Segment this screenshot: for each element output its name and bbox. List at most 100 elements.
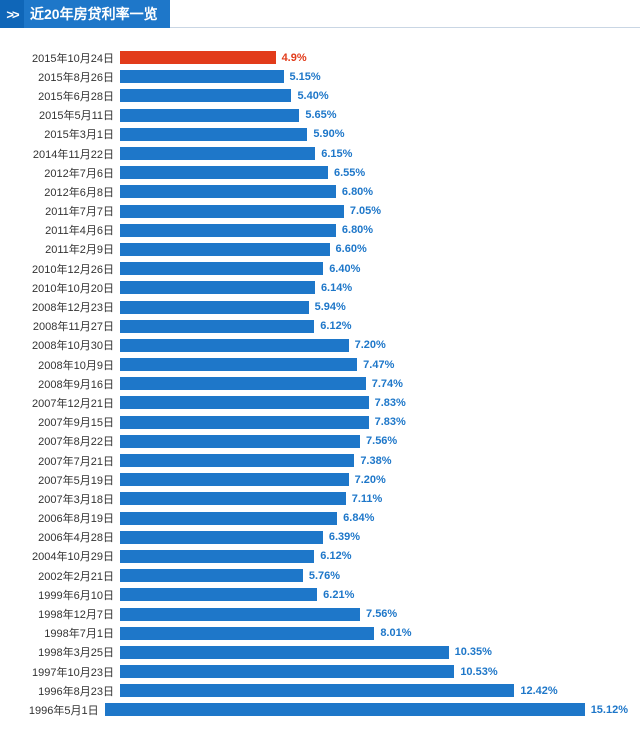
chart-row: 2007年3月18日7.11% [0,489,628,508]
row-bar-wrap: 6.14% [120,281,628,294]
row-bar [120,627,374,640]
chart-row: 2011年4月6日6.80% [0,221,628,240]
row-bar [120,550,314,563]
row-value-label: 7.38% [360,455,391,467]
row-bar-wrap: 4.9% [120,51,628,64]
row-bar [120,109,299,122]
row-date-label: 2011年7月7日 [0,203,120,219]
row-bar-wrap: 6.21% [120,588,628,601]
chart-row: 2015年6月28日5.40% [0,86,628,105]
row-bar-wrap: 5.40% [120,89,628,102]
row-date-label: 1996年8月23日 [0,683,120,699]
row-value-label: 7.83% [375,416,406,428]
row-bar [120,396,369,409]
row-bar-wrap: 7.56% [120,608,628,621]
row-bar-wrap: 7.20% [120,473,628,486]
row-value-label: 6.84% [343,512,374,524]
row-bar-wrap: 7.11% [120,492,628,505]
chart-row: 2007年9月15日7.83% [0,413,628,432]
row-value-label: 4.9% [282,52,307,64]
row-bar [120,262,323,275]
row-value-label: 6.40% [329,263,360,275]
chart-row: 2015年8月26日5.15% [0,67,628,86]
row-date-label: 2007年7月21日 [0,453,120,469]
chart-row: 2011年7月7日 7.05% [0,202,628,221]
row-date-label: 2011年4月6日 [0,222,120,238]
row-date-label: 2008年10月30日 [0,337,120,353]
row-bar [120,185,336,198]
row-value-label: 7.56% [366,435,397,447]
chart-row: 2008年10月9日7.47% [0,355,628,374]
row-bar-wrap: 7.83% [120,396,628,409]
row-bar [120,51,276,64]
row-value-label: 6.55% [334,167,365,179]
chart-row: 2006年4月28日 6.39% [0,528,628,547]
chart-row: 2012年6月8日6.80% [0,182,628,201]
row-value-label: 12.42% [520,685,557,697]
row-bar [120,454,354,467]
row-date-label: 2012年7月6日 [0,165,120,181]
row-bar-wrap: 7.38% [120,454,628,467]
chart-row: 2007年8月22日7.56% [0,432,628,451]
row-bar [120,569,303,582]
row-bar [120,320,314,333]
row-bar-wrap: 10.35% [120,646,628,659]
row-value-label: 7.05% [350,205,381,217]
row-value-label: 6.21% [323,589,354,601]
row-value-label: 7.20% [355,474,386,486]
row-date-label: 2015年8月26日 [0,69,120,85]
chart-row: 1998年12月7日7.56% [0,604,628,623]
row-date-label: 1998年12月7日 [0,606,120,622]
chart-row: 2014年11月22日6.15% [0,144,628,163]
row-date-label: 2011年2月9日 [0,241,120,257]
row-date-label: 1997年10月23日 [0,664,120,680]
row-bar [120,492,346,505]
row-bar-wrap: 6.12% [120,320,628,333]
row-value-label: 6.39% [329,531,360,543]
title-bar: >> 近20年房贷利率一览 [0,0,640,28]
row-bar [120,512,337,525]
row-bar [120,281,315,294]
row-bar-wrap: 6.84% [120,512,628,525]
row-date-label: 2006年4月28日 [0,529,120,545]
row-date-label: 2007年3月18日 [0,491,120,507]
row-bar [120,684,514,697]
chart-row: 2015年10月24日4.9% [0,48,628,67]
chart-row: 2015年3月1日5.90% [0,125,628,144]
row-bar [120,89,291,102]
row-bar-wrap: 6.15% [120,147,628,160]
row-date-label: 2010年12月26日 [0,261,120,277]
row-date-label: 2012年6月8日 [0,184,120,200]
row-value-label: 5.76% [309,570,340,582]
row-bar-wrap: 6.12% [120,550,628,563]
title-arrow: >> [0,0,24,28]
chart-row: 1999年6月10日6.21% [0,585,628,604]
row-date-label: 2015年6月28日 [0,88,120,104]
row-date-label: 1996年5月1日 [0,702,105,718]
row-bar-wrap: 7.47% [120,358,628,371]
chart-row: 2006年8月19日6.84% [0,509,628,528]
chart-row: 2004年10月29日6.12% [0,547,628,566]
row-value-label: 7.74% [372,378,403,390]
row-bar [120,166,328,179]
row-bar-wrap: 6.60% [120,243,628,256]
chart-row: 1998年7月1日8.01% [0,624,628,643]
row-value-label: 5.94% [315,301,346,313]
chart-row: 2007年12月21日7.83% [0,393,628,412]
chart-row: 1996年8月23日 12.42% [0,681,628,700]
bar-chart: 2015年10月24日4.9%2015年8月26日5.15%2015年6月28日… [0,28,640,730]
row-bar-wrap: 7.83% [120,416,628,429]
row-bar [120,147,315,160]
row-bar [120,646,449,659]
chart-row: 2008年12月23日5.94% [0,297,628,316]
row-bar [120,665,454,678]
row-value-label: 6.60% [336,243,367,255]
row-bar [120,377,366,390]
row-value-label: 8.01% [380,627,411,639]
row-bar [120,435,360,448]
row-bar [120,608,360,621]
row-date-label: 2004年10月29日 [0,548,120,564]
chart-row: 2010年12月26日 6.40% [0,259,628,278]
chart-row: 1998年3月25日10.35% [0,643,628,662]
row-bar-wrap: 6.39% [120,531,628,544]
